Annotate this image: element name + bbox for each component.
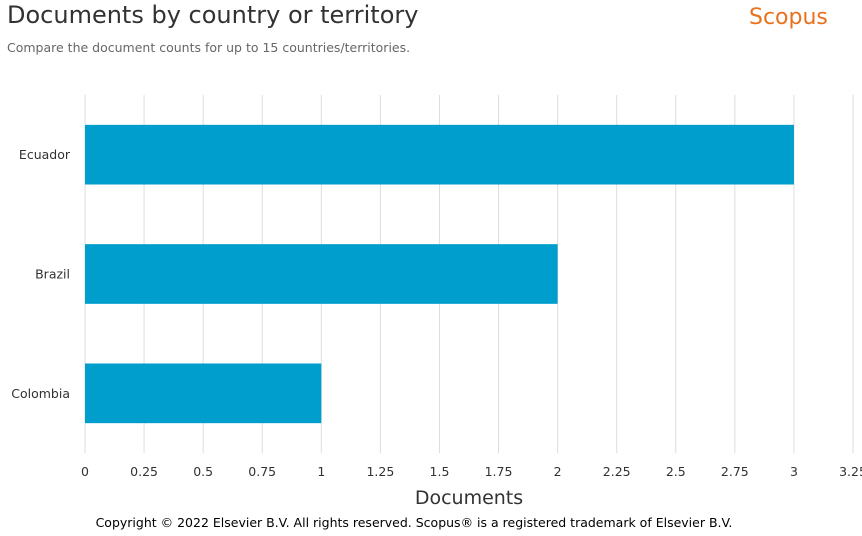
x-tick-label: 1.25 (366, 464, 394, 479)
x-tick-label: 0.75 (248, 464, 276, 479)
x-tick-label: 1.5 (430, 464, 450, 479)
x-axis-title: Documents (414, 487, 524, 509)
category-label: Colombia (11, 386, 70, 401)
bar-colombia[interactable] (85, 363, 322, 424)
bars (85, 124, 794, 424)
x-tick-label: 0 (81, 464, 89, 479)
x-tick-label: 2 (554, 464, 562, 479)
category-label: Brazil (35, 267, 70, 282)
chart-subtitle: Compare the document counts for up to 15… (7, 40, 411, 55)
x-tick-label: 3 (790, 464, 798, 479)
x-tick-label: 2.75 (721, 464, 749, 479)
copyright-notice: Copyright © 2022 Elsevier B.V. All right… (95, 515, 733, 530)
x-tick-labels: 0 0.25 0.5 0.75 1 1.25 1.5 1.75 2 2.25 2.5 2.75 3 3.2… (81, 464, 862, 479)
x-tick-label: 1 (317, 464, 325, 479)
x-tick-label: 0.5 (193, 464, 213, 479)
category-labels: Ecuador Brazil Colombia (11, 147, 71, 401)
scopus-logo[interactable]: Scopus (749, 5, 828, 30)
chart-title: Documents by country or territory (7, 1, 419, 29)
x-tick-label: 2.5 (666, 464, 686, 479)
category-label: Ecuador (19, 147, 71, 162)
bar-ecuador[interactable] (85, 124, 794, 185)
x-tick-label: 0.25 (130, 464, 158, 479)
x-tick-label: 3.25 (839, 464, 862, 479)
bar-brazil[interactable] (85, 244, 558, 304)
x-tick-label: 1.75 (485, 464, 513, 479)
x-tick-label: 2.25 (603, 464, 631, 479)
